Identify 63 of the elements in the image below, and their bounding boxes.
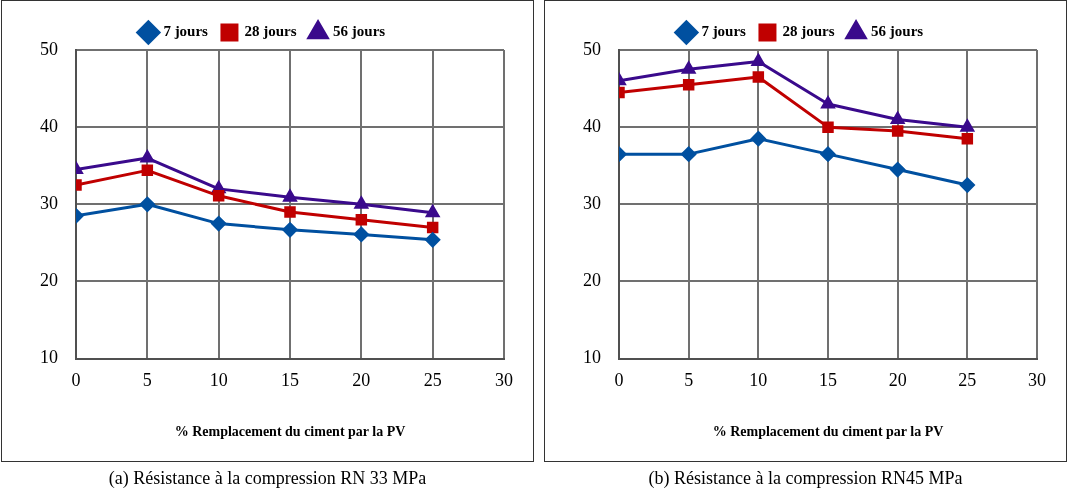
legend-label: 56 jours [333,23,386,40]
legend-label: 7 jours [701,23,747,40]
y-tick-label: 20 [583,270,601,291]
point [282,222,298,238]
point [681,146,697,162]
x-tick-label: 20 [352,370,371,391]
point [822,121,834,133]
y-tick-label: 40 [583,115,601,136]
point [820,146,836,162]
point [354,196,369,209]
point [141,164,154,177]
y-tick-label: 20 [40,270,58,291]
point [355,213,368,226]
point [960,119,975,132]
point [139,196,155,212]
x-tick-label: 10 [749,370,768,391]
point [283,189,297,202]
point [682,78,695,91]
x-tick-label: 30 [495,370,513,391]
x-tick-label: 25 [958,370,977,391]
y-tick-label: 40 [40,115,58,136]
y-tick-label: 50 [40,38,58,59]
text: (b) Résistance à la compression RN45 MPa [648,468,963,489]
point [426,221,439,234]
point [752,71,765,83]
point [890,111,905,124]
x-tick-label: 5 [142,370,152,391]
text: (a) Résistance à la compression RN 33 MPa [108,468,427,489]
legend-label: 7 jours [163,23,209,40]
y-tick-label: 50 [583,38,601,59]
point [425,205,440,218]
x-tick-label: 0 [614,370,624,391]
point [212,190,225,202]
point [890,162,906,178]
point [751,54,766,67]
y-tick-label: 30 [583,193,601,214]
point [891,125,904,137]
point [425,232,441,248]
legend-label: 28 jours [782,23,835,40]
point [353,226,369,242]
point [211,216,227,232]
x-tick-label: 25 [423,370,442,391]
x-tick-label: 5 [684,370,694,391]
x-tick-label: 15 [819,370,837,391]
point [961,132,974,145]
point [140,150,155,163]
x-tick-label: 10 [209,370,228,391]
point [959,177,975,193]
y-tick-label: 10 [583,347,601,368]
legend-label: 56 jours [871,23,924,40]
y-tick-label: 30 [40,193,58,214]
point [821,96,835,109]
point [750,131,766,147]
x-axis-title: % Remplacement du ciment par la PV [174,424,406,440]
point [681,61,696,74]
legend-label: 28 jours [244,23,297,40]
x-axis-title: % Remplacement du ciment par la PV [712,424,944,440]
point [284,206,296,218]
y-tick-label: 10 [40,347,58,368]
x-tick-label: 0 [71,370,81,391]
x-tick-label: 15 [281,370,299,391]
x-tick-label: 30 [1028,370,1046,391]
x-tick-label: 20 [888,370,907,391]
